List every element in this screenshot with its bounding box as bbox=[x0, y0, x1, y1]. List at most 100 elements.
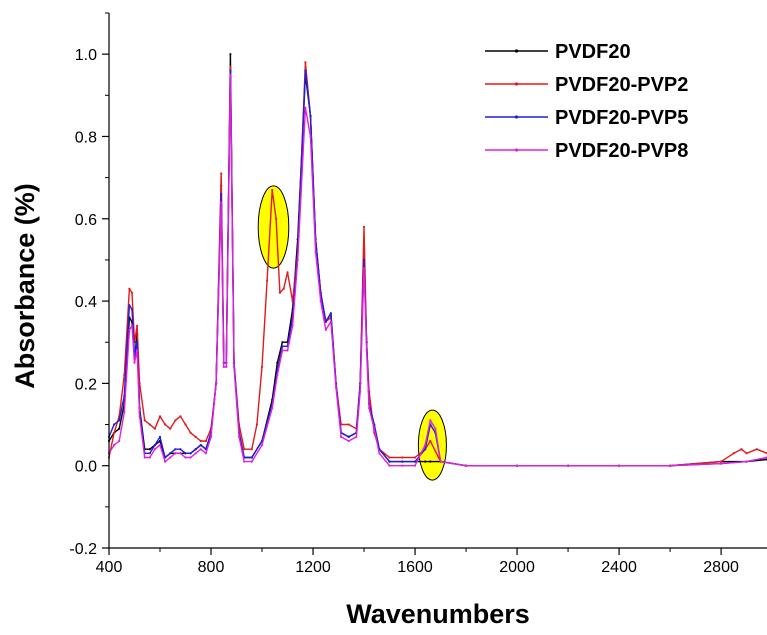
series-4-point bbox=[359, 390, 362, 393]
series-3-point bbox=[179, 448, 182, 451]
series-4-point bbox=[174, 452, 177, 455]
series-1-point bbox=[424, 460, 427, 463]
series-4-point bbox=[340, 435, 343, 438]
series-4-point bbox=[429, 419, 432, 422]
series-2-point bbox=[148, 423, 151, 426]
series-2-point bbox=[174, 419, 177, 422]
series-4-point bbox=[291, 324, 294, 327]
series-4-point bbox=[194, 452, 197, 455]
series-4-point bbox=[189, 456, 192, 459]
series-2-point bbox=[164, 423, 167, 426]
series-4-point bbox=[388, 464, 391, 467]
series-3-point bbox=[199, 444, 202, 447]
series-3-point bbox=[153, 444, 156, 447]
series-4-point bbox=[319, 300, 322, 303]
series-4-point bbox=[128, 328, 131, 331]
series-4-point bbox=[309, 135, 312, 138]
series-4-point bbox=[158, 444, 162, 447]
series-1-point bbox=[118, 427, 121, 430]
series-2-point bbox=[362, 225, 366, 229]
legend-marker-3 bbox=[514, 115, 519, 119]
series-2-point bbox=[720, 460, 723, 463]
x-tick-label: 400 bbox=[96, 559, 123, 576]
series-4-point bbox=[130, 324, 134, 327]
series-3-point bbox=[169, 452, 172, 455]
series-4-point bbox=[271, 407, 274, 410]
series-1-point bbox=[229, 53, 232, 56]
series-2-point bbox=[347, 423, 350, 426]
series-4-point bbox=[324, 328, 327, 331]
series-2-point bbox=[275, 217, 278, 220]
series-3-point bbox=[174, 448, 177, 451]
series-4-point bbox=[355, 435, 358, 438]
series-4-point bbox=[232, 365, 236, 368]
legend-label-3: PVDF20-PVP5 bbox=[555, 107, 688, 129]
series-4-point bbox=[362, 267, 366, 270]
series-2-point bbox=[745, 452, 748, 455]
series-3-point bbox=[128, 304, 131, 307]
series-3-point bbox=[194, 448, 197, 451]
series-2-point bbox=[278, 291, 281, 294]
series-4-point bbox=[220, 201, 223, 204]
legend: PVDF20 PVDF20-PVP2 PVDF20-PVP5 PVDF20-PVP8 bbox=[485, 41, 688, 162]
series-1-point bbox=[276, 361, 279, 364]
series-2-point bbox=[184, 423, 187, 426]
highlights-layer bbox=[257, 185, 447, 481]
series-2-point bbox=[153, 427, 156, 430]
series-3-point bbox=[304, 69, 307, 72]
legend-marker-2 bbox=[514, 82, 519, 86]
series-3-point bbox=[229, 69, 232, 72]
series-2-point bbox=[143, 419, 146, 422]
series-4-point bbox=[243, 460, 246, 463]
series-2-point bbox=[255, 423, 258, 426]
y-tick-label: 0.6 bbox=[75, 212, 97, 229]
y-tick-label: 0.2 bbox=[75, 376, 97, 393]
series-4-point bbox=[123, 411, 126, 414]
y-tick-label: 0.4 bbox=[75, 294, 97, 311]
series-2-point bbox=[179, 415, 182, 418]
legend-label-1: PVDF20 bbox=[555, 41, 631, 63]
series-2-point bbox=[413, 456, 417, 459]
series-4-point bbox=[365, 349, 368, 352]
series-4-point bbox=[199, 448, 202, 451]
series-4-point bbox=[250, 460, 253, 463]
series-2-point bbox=[401, 456, 404, 459]
series-4-point bbox=[413, 464, 417, 467]
series-4-point bbox=[118, 439, 121, 443]
series-2-point bbox=[204, 439, 207, 443]
x-tick-label: 1200 bbox=[295, 559, 331, 576]
series-1-point bbox=[429, 460, 432, 463]
series-4-point bbox=[136, 349, 139, 352]
series-4-point bbox=[720, 462, 723, 465]
series-2-point bbox=[158, 415, 162, 418]
series-2-point bbox=[169, 427, 172, 430]
series-2-point bbox=[304, 61, 307, 64]
series-4-point bbox=[204, 452, 207, 455]
series-2-point bbox=[220, 172, 223, 175]
series-4-point bbox=[281, 349, 284, 352]
series-4-point bbox=[669, 464, 672, 467]
series-2-point bbox=[755, 448, 758, 451]
series-2-point bbox=[113, 431, 116, 434]
series-4-point bbox=[434, 427, 437, 430]
series-4-point bbox=[296, 258, 299, 261]
series-2-point bbox=[189, 431, 192, 434]
series-2-point bbox=[429, 439, 432, 443]
series-4-point bbox=[143, 456, 146, 459]
series-3-point bbox=[118, 419, 121, 422]
series-2-point bbox=[229, 65, 232, 68]
series-layer bbox=[107, 53, 767, 467]
series-4-point bbox=[304, 106, 307, 109]
ticks-layer: 400 800 1200 1600 2000 2400 2800 -0.2 0.0 0.2 0.4 0… bbox=[69, 12, 739, 576]
series-4-point bbox=[516, 464, 519, 467]
legend-label-4: PVDF20-PVP8 bbox=[555, 140, 688, 162]
series-2-point bbox=[199, 439, 202, 443]
series-2-point bbox=[282, 287, 285, 290]
series-2-point bbox=[194, 435, 197, 438]
series-3-point bbox=[309, 114, 312, 117]
series-3-point bbox=[130, 308, 134, 311]
series-4-point bbox=[260, 444, 264, 447]
series-4-point bbox=[276, 374, 279, 377]
legend-label-2: PVDF20-PVP2 bbox=[555, 74, 688, 96]
